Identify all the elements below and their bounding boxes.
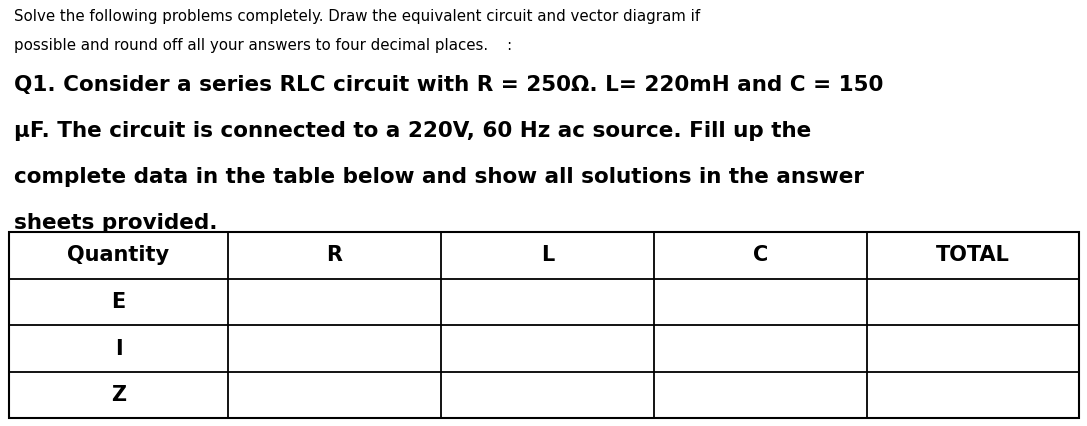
Bar — [9, 232, 1079, 418]
Text: possible and round off all your answers to four decimal places.    :: possible and round off all your answers … — [14, 38, 512, 53]
Text: μF. The circuit is connected to a 220V, 60 Hz ac source. Fill up the: μF. The circuit is connected to a 220V, … — [14, 121, 811, 141]
Text: TOTAL: TOTAL — [936, 245, 1010, 265]
Text: R: R — [326, 245, 342, 265]
Text: Q1. Consider a series RLC circuit with R = 250Ω. L= 220mH and C = 150: Q1. Consider a series RLC circuit with R… — [14, 75, 884, 95]
Text: Z: Z — [111, 385, 126, 405]
Text: L: L — [541, 245, 554, 265]
Text: C: C — [752, 245, 767, 265]
Text: sheets provided.: sheets provided. — [14, 213, 217, 233]
Text: E: E — [111, 292, 126, 312]
Text: Quantity: Quantity — [67, 245, 170, 265]
Text: I: I — [114, 339, 122, 359]
Text: complete data in the table below and show all solutions in the answer: complete data in the table below and sho… — [14, 167, 864, 187]
Text: Solve the following problems completely. Draw the equivalent circuit and vector : Solve the following problems completely.… — [14, 9, 700, 24]
